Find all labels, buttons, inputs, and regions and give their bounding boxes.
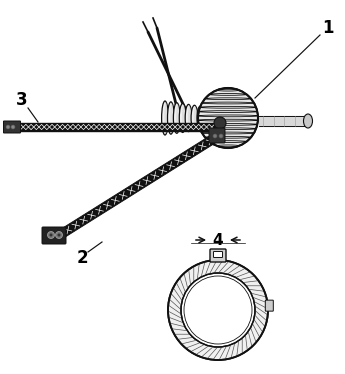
Circle shape — [49, 233, 52, 236]
Circle shape — [48, 232, 55, 239]
Ellipse shape — [200, 107, 203, 129]
Ellipse shape — [164, 102, 168, 134]
FancyBboxPatch shape — [214, 251, 223, 258]
Ellipse shape — [176, 104, 179, 132]
Ellipse shape — [211, 108, 215, 128]
Ellipse shape — [215, 109, 221, 128]
Text: 3: 3 — [16, 91, 28, 109]
Circle shape — [11, 125, 15, 129]
Circle shape — [213, 134, 217, 138]
Circle shape — [181, 273, 255, 347]
FancyBboxPatch shape — [3, 121, 20, 133]
Ellipse shape — [188, 105, 191, 131]
FancyBboxPatch shape — [42, 227, 66, 244]
Circle shape — [214, 117, 226, 129]
Ellipse shape — [304, 114, 313, 128]
Circle shape — [168, 260, 268, 360]
Ellipse shape — [191, 105, 198, 131]
Circle shape — [56, 232, 62, 239]
Circle shape — [219, 134, 223, 138]
Text: 2: 2 — [76, 249, 88, 267]
Text: 1: 1 — [322, 19, 334, 37]
Ellipse shape — [174, 103, 180, 133]
Ellipse shape — [179, 104, 186, 132]
Ellipse shape — [170, 103, 174, 133]
Ellipse shape — [161, 101, 168, 135]
FancyBboxPatch shape — [210, 249, 226, 262]
Ellipse shape — [197, 106, 204, 130]
Circle shape — [198, 88, 258, 148]
Ellipse shape — [203, 107, 210, 129]
FancyBboxPatch shape — [265, 300, 273, 311]
Ellipse shape — [182, 105, 185, 131]
Ellipse shape — [209, 108, 216, 128]
Text: 4: 4 — [213, 233, 223, 248]
Ellipse shape — [168, 102, 174, 134]
Polygon shape — [58, 132, 220, 239]
Circle shape — [6, 125, 10, 129]
Ellipse shape — [206, 108, 209, 128]
Ellipse shape — [194, 106, 197, 130]
Ellipse shape — [185, 104, 192, 132]
Circle shape — [58, 233, 60, 236]
FancyBboxPatch shape — [209, 128, 225, 143]
